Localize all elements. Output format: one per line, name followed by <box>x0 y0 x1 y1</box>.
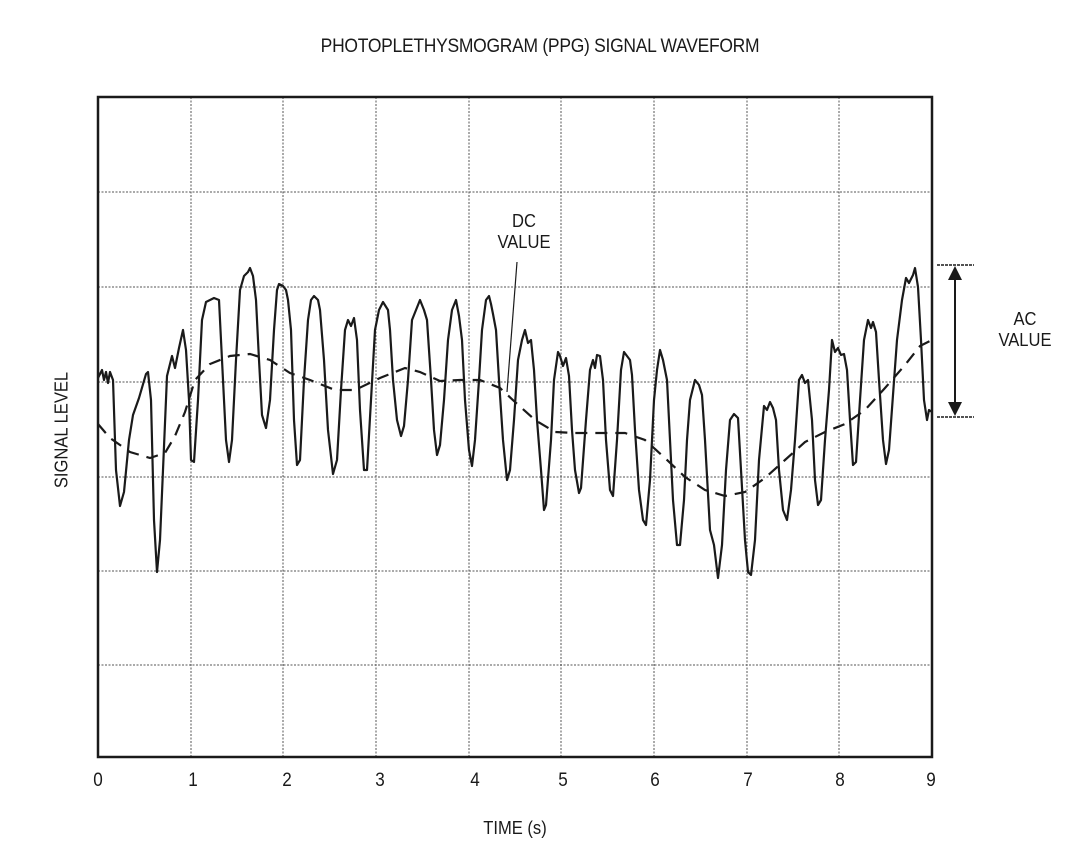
x-tick-8: 8 <box>835 770 845 791</box>
ac-annotation-line1: AC <box>1013 309 1037 329</box>
dc-value-annotation: DC VALUE <box>478 211 570 253</box>
arrow-down-icon <box>948 402 962 416</box>
dc-annotation-line1: DC <box>512 211 536 231</box>
x-tick-4: 4 <box>470 770 480 791</box>
dc-annotation-line2: VALUE <box>497 232 551 252</box>
x-axis-label: TIME (s) <box>483 818 547 838</box>
x-tick-7: 7 <box>743 770 753 791</box>
dc-value-leader-line <box>506 261 518 393</box>
x-tick-0: 0 <box>93 770 103 791</box>
x-tick-5: 5 <box>558 770 568 791</box>
x-tick-2: 2 <box>282 770 292 791</box>
grid <box>98 97 932 757</box>
x-tick-3: 3 <box>375 770 385 791</box>
plot-frame <box>96 95 934 759</box>
ac-annotation-line2: VALUE <box>998 330 1052 350</box>
x-tick-6: 6 <box>650 770 660 791</box>
ac-value-annotation: AC VALUE <box>979 309 1071 351</box>
chart-title: PHOTOPLETHYSMOGRAM (PPG) SIGNAL WAVEFORM <box>320 36 760 57</box>
x-tick-9: 9 <box>926 770 936 791</box>
ppg-signal-line <box>97 266 933 580</box>
ac-value-arrow <box>937 264 974 418</box>
arrow-up-icon <box>948 266 962 280</box>
x-tick-1: 1 <box>188 770 198 791</box>
